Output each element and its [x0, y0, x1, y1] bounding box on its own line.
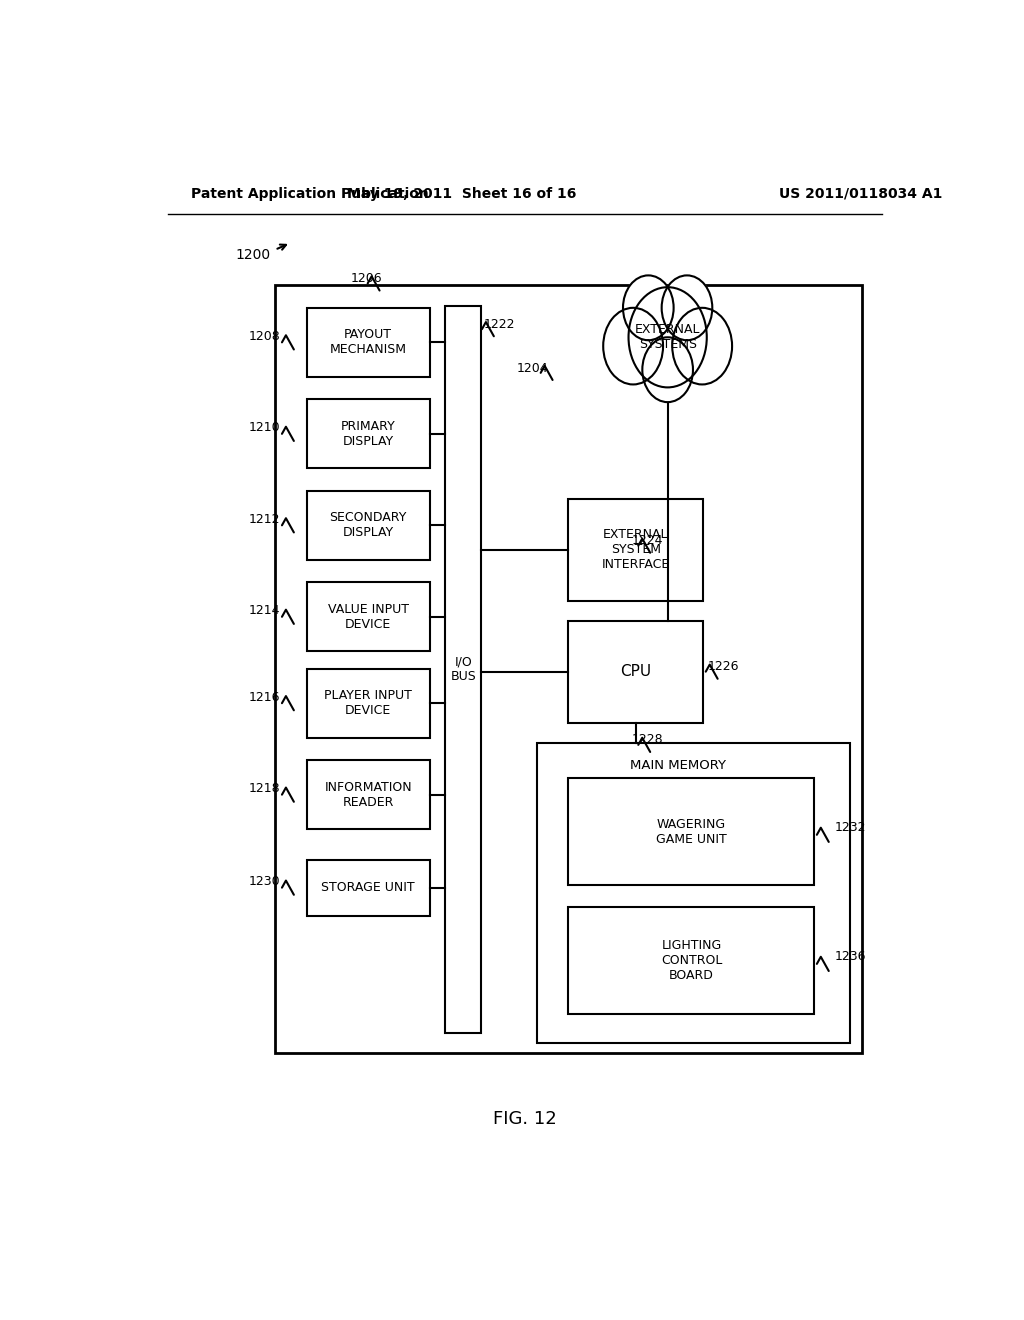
Bar	[306, 308, 430, 378]
Text: May 19, 2011  Sheet 16 of 16: May 19, 2011 Sheet 16 of 16	[347, 187, 575, 201]
Text: I/O
BUS: I/O BUS	[451, 655, 476, 684]
Bar	[306, 582, 430, 651]
Circle shape	[642, 338, 693, 403]
Bar	[537, 743, 850, 1043]
Bar	[568, 779, 814, 886]
Circle shape	[629, 288, 707, 387]
Bar	[306, 760, 430, 829]
Bar	[274, 285, 862, 1053]
Text: MAIN MEMORY: MAIN MEMORY	[630, 759, 726, 772]
Text: 1224: 1224	[632, 535, 664, 546]
Text: INFORMATION
READER: INFORMATION READER	[325, 780, 412, 809]
Bar	[306, 669, 430, 738]
Bar	[568, 620, 703, 722]
Text: FIG. 12: FIG. 12	[493, 1110, 557, 1127]
Text: 1216: 1216	[249, 690, 281, 704]
Bar	[306, 859, 430, 916]
Text: 1230: 1230	[249, 875, 281, 888]
Text: PRIMARY
DISPLAY: PRIMARY DISPLAY	[341, 420, 395, 447]
Text: PLAYER INPUT
DEVICE: PLAYER INPUT DEVICE	[325, 689, 412, 717]
Text: SECONDARY
DISPLAY: SECONDARY DISPLAY	[330, 511, 407, 540]
Text: 1214: 1214	[249, 605, 281, 618]
Bar	[445, 306, 481, 1032]
Circle shape	[672, 308, 732, 384]
Text: VALUE INPUT
DEVICE: VALUE INPUT DEVICE	[328, 603, 409, 631]
Text: 1208: 1208	[249, 330, 281, 343]
Text: 1218: 1218	[249, 781, 281, 795]
Text: EXTERNAL
SYSTEM
INTERFACE: EXTERNAL SYSTEM INTERFACE	[602, 528, 670, 572]
Text: CPU: CPU	[621, 664, 651, 680]
Text: 1206: 1206	[350, 272, 382, 285]
Bar	[306, 399, 430, 469]
Text: STORAGE UNIT: STORAGE UNIT	[322, 882, 415, 894]
Text: 1228: 1228	[632, 734, 664, 746]
Text: Patent Application Publication: Patent Application Publication	[191, 187, 429, 201]
Text: 1204: 1204	[517, 362, 549, 375]
Circle shape	[603, 308, 664, 384]
Bar	[306, 491, 430, 560]
Text: 1226: 1226	[708, 660, 739, 673]
Text: 1212: 1212	[249, 512, 281, 525]
Circle shape	[623, 276, 674, 341]
Text: US 2011/0118034 A1: US 2011/0118034 A1	[778, 187, 942, 201]
Text: 1232: 1232	[835, 821, 866, 834]
Text: LIGHTING
CONTROL
BOARD: LIGHTING CONTROL BOARD	[660, 940, 722, 982]
Circle shape	[662, 276, 713, 341]
Text: 1222: 1222	[483, 318, 515, 330]
Bar	[568, 499, 703, 601]
Text: 1200: 1200	[236, 248, 270, 261]
Text: PAYOUT
MECHANISM: PAYOUT MECHANISM	[330, 329, 407, 356]
Text: WAGERING
GAME UNIT: WAGERING GAME UNIT	[656, 818, 727, 846]
Text: 1210: 1210	[249, 421, 281, 434]
Text: EXTERNAL
SYSTEMS: EXTERNAL SYSTEMS	[635, 323, 700, 351]
Bar	[568, 907, 814, 1014]
Text: 1236: 1236	[835, 950, 866, 964]
